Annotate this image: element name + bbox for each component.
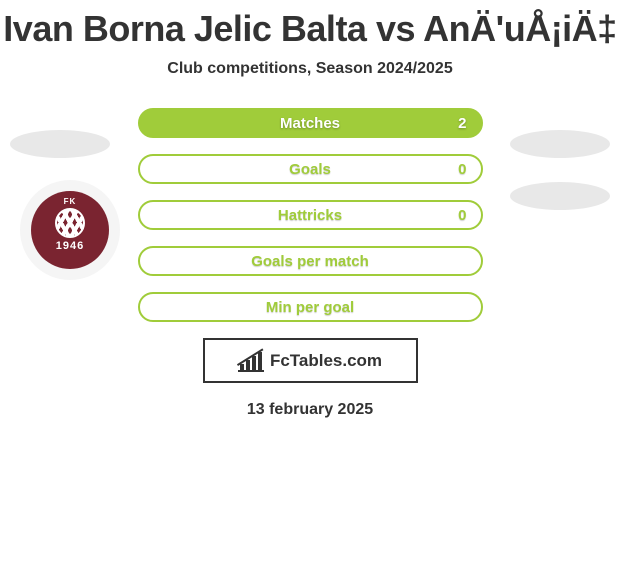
player2-badge-placeholder	[510, 130, 610, 158]
comparison-content: FK 1946 Matches 2 Goals 0 Hattricks 0 Goals pe…	[0, 108, 620, 419]
stat-row: Goals per match	[138, 246, 483, 276]
stat-row: Goals 0	[138, 154, 483, 184]
crest-year: 1946	[56, 240, 84, 252]
stat-value: 0	[458, 207, 466, 224]
crest-top-text: FK	[64, 197, 77, 206]
player1-club-crest: FK 1946	[20, 180, 120, 280]
footer-date: 13 february 2025	[0, 401, 620, 419]
stat-row: Matches 2	[138, 108, 483, 138]
brand-box[interactable]: FcTables.com	[203, 338, 418, 383]
stat-row: Hattricks 0	[138, 200, 483, 230]
stat-label: Goals per match	[251, 253, 369, 270]
stat-value: 0	[458, 161, 466, 178]
stat-label: Matches	[280, 115, 340, 132]
stat-row: Min per goal	[138, 292, 483, 322]
crest-inner: FK 1946	[31, 191, 109, 269]
brand-chart-icon	[238, 350, 264, 372]
player2-club-placeholder	[510, 182, 610, 210]
page-title: Ivan Borna Jelic Balta vs AnÄ'uÅ¡iÄ‡	[0, 0, 620, 50]
player1-badge-placeholder	[10, 130, 110, 158]
stat-rows: Matches 2 Goals 0 Hattricks 0 Goals per match M…	[138, 108, 483, 322]
stat-value: 2	[458, 115, 466, 132]
brand-text: FcTables.com	[270, 351, 382, 371]
stat-label: Goals	[289, 161, 331, 178]
crest-ball-icon	[55, 208, 85, 238]
page-subtitle: Club competitions, Season 2024/2025	[0, 60, 620, 78]
stat-label: Hattricks	[278, 207, 342, 224]
stat-label: Min per goal	[266, 299, 354, 316]
